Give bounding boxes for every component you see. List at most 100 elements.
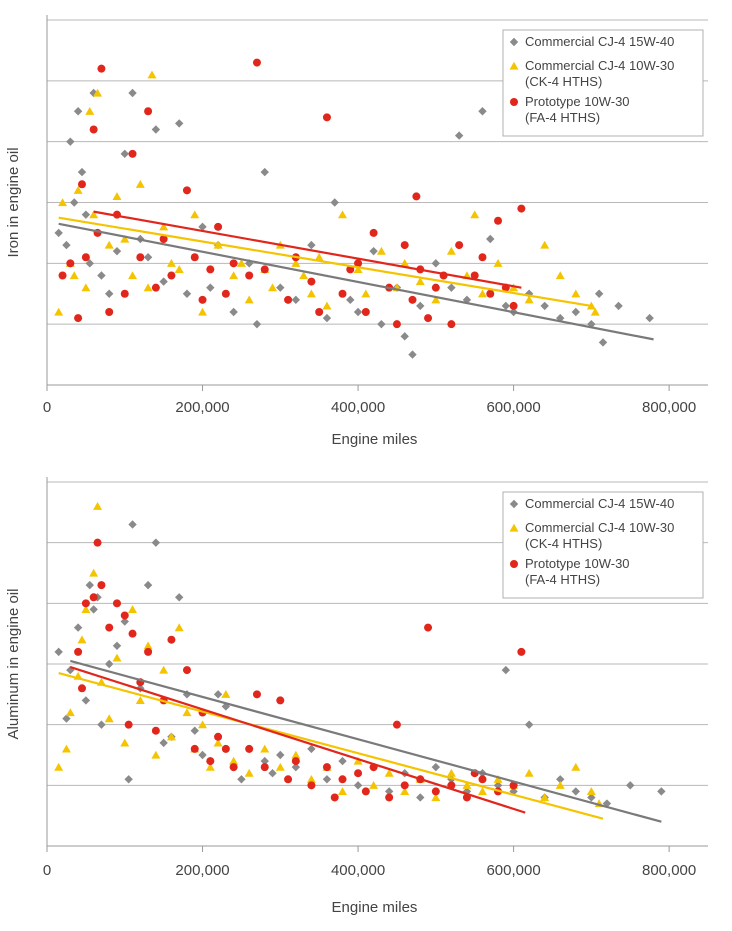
data-point	[315, 308, 324, 316]
data-point	[354, 259, 363, 268]
data-point	[353, 307, 363, 317]
data-point	[214, 732, 223, 741]
x-tick-label: 400,000	[331, 862, 385, 879]
aluminum-chart: 0 200,000 400,000 600,000 800,000 Engine mile…	[5, 477, 708, 916]
data-point	[478, 775, 487, 784]
data-point	[151, 726, 160, 735]
legend-marker	[509, 523, 519, 532]
data-point	[470, 271, 479, 280]
data-point	[54, 307, 64, 316]
data-point	[353, 756, 363, 765]
data-point	[89, 88, 98, 98]
data-point	[353, 781, 363, 790]
data-point	[306, 774, 316, 783]
data-point	[400, 259, 410, 267]
data-point	[151, 750, 161, 759]
data-point	[81, 210, 91, 219]
data-point	[555, 271, 565, 280]
data-point	[556, 775, 565, 784]
data-point	[112, 599, 121, 608]
data-point	[174, 623, 184, 632]
data-point	[237, 775, 246, 784]
data-point	[385, 793, 394, 802]
data-point	[112, 192, 122, 201]
data-point	[555, 781, 565, 789]
data-point	[105, 623, 114, 632]
data-point	[276, 283, 285, 292]
data-point	[89, 125, 98, 134]
data-point	[167, 271, 176, 280]
data-point	[408, 350, 417, 359]
data-point	[330, 793, 339, 802]
data-point	[307, 240, 316, 250]
data-point	[614, 301, 623, 311]
data-point	[454, 131, 464, 140]
data-point	[586, 787, 596, 795]
data-point	[112, 246, 122, 256]
legend-label: Commercial CJ-4 10W-30	[525, 520, 674, 535]
data-point	[330, 198, 339, 207]
data-point	[260, 756, 269, 766]
legend-label: Commercial CJ-4 10W-30	[525, 58, 674, 73]
trendline	[58, 222, 654, 341]
data-point	[524, 289, 534, 298]
data-point	[128, 149, 137, 158]
data-point	[501, 301, 511, 311]
data-point	[97, 271, 106, 280]
data-point	[105, 308, 114, 316]
data-point	[260, 167, 269, 177]
data-point	[299, 271, 309, 280]
legend-marker	[509, 61, 519, 70]
data-point	[477, 289, 487, 298]
data-point	[431, 762, 441, 772]
data-point	[657, 787, 666, 796]
data-point	[571, 787, 580, 796]
data-point	[392, 320, 401, 329]
data-point	[221, 690, 231, 698]
data-point	[509, 781, 518, 790]
data-point	[124, 720, 133, 729]
data-point	[77, 167, 87, 177]
data-point	[167, 635, 176, 644]
data-point	[338, 210, 348, 219]
data-point	[594, 289, 604, 298]
data-point	[120, 738, 130, 747]
data-point	[77, 635, 87, 644]
data-point	[276, 750, 285, 760]
data-point	[524, 768, 534, 777]
data-point	[486, 289, 495, 298]
data-point	[81, 696, 91, 705]
data-point	[70, 198, 79, 207]
data-point	[58, 198, 68, 207]
data-point	[151, 538, 161, 547]
data-point	[369, 228, 378, 237]
trendline	[70, 659, 662, 823]
data-point	[571, 762, 581, 771]
data-point	[93, 88, 103, 97]
data-point	[144, 107, 153, 116]
x-tick-label: 600,000	[486, 399, 540, 416]
data-point	[182, 289, 192, 298]
data-point	[93, 538, 102, 547]
data-point	[54, 762, 64, 771]
data-point	[416, 793, 425, 802]
data-point	[229, 763, 238, 772]
data-point	[284, 775, 293, 784]
data-point	[62, 240, 71, 250]
data-point	[198, 222, 207, 232]
data-point	[135, 179, 145, 188]
trendline	[93, 210, 522, 289]
data-point	[190, 744, 199, 753]
trendline	[58, 216, 592, 308]
data-point	[159, 235, 168, 243]
data-point	[175, 593, 184, 602]
data-point	[400, 241, 409, 250]
data-point	[213, 738, 223, 747]
data-point	[159, 665, 169, 674]
data-point	[260, 763, 269, 772]
data-point	[54, 647, 63, 657]
data-point	[182, 690, 192, 699]
data-point	[236, 259, 246, 267]
data-point	[69, 271, 79, 280]
iron-chart: 0 200,000 400,000 600,000 800,000 Engine mile…	[5, 15, 708, 448]
